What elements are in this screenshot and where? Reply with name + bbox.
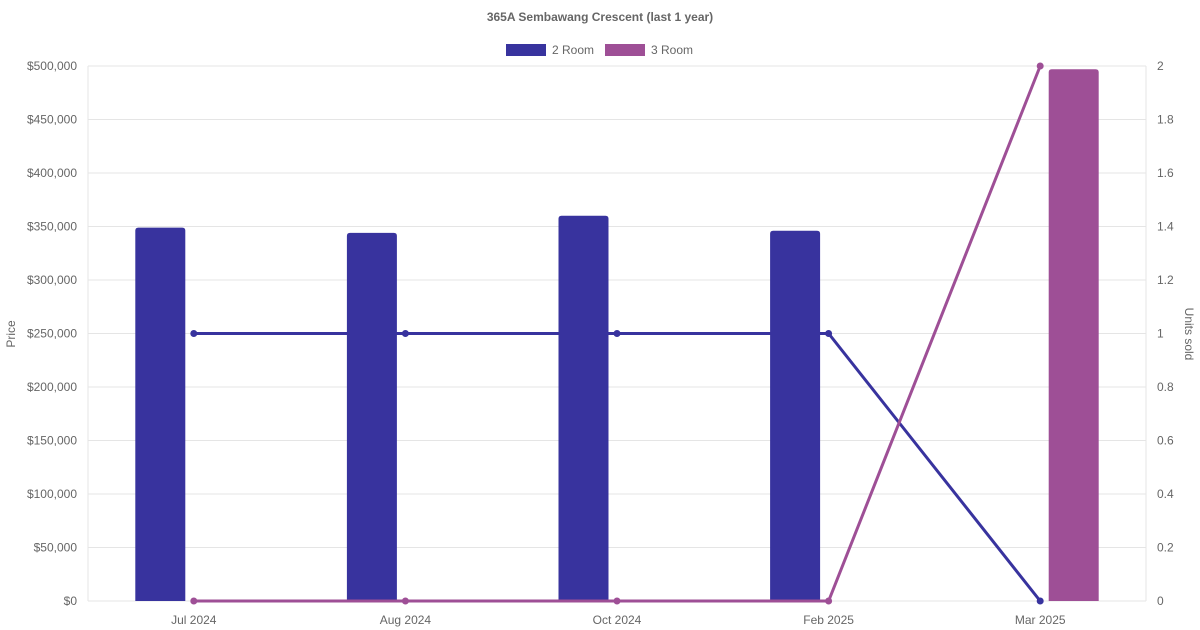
x-tick-label: Aug 2024 — [380, 613, 432, 627]
right-tick-label: 1.8 — [1157, 113, 1174, 127]
left-tick-label: $500,000 — [27, 59, 77, 73]
bar-2-room[interactable] — [135, 227, 186, 601]
point-3-room[interactable] — [613, 597, 621, 605]
legend-swatch-2-room — [506, 44, 546, 56]
left-tick-label: $350,000 — [27, 220, 77, 234]
point-3-room[interactable] — [1036, 62, 1044, 70]
x-axis-ticks: Jul 2024 Aug 2024 Oct 2024 Feb 2025 Mar 2025 — [171, 613, 1066, 627]
right-tick-label: 1.2 — [1157, 273, 1174, 287]
right-tick-label: 2 — [1157, 59, 1164, 73]
right-tick-label: 1 — [1157, 327, 1164, 341]
point-3-room[interactable] — [190, 597, 198, 605]
right-tick-label: 0.6 — [1157, 434, 1174, 448]
left-axis-label: Price — [4, 320, 18, 348]
point-2-room[interactable] — [1036, 597, 1044, 605]
left-tick-label: $200,000 — [27, 380, 77, 394]
legend-swatch-3-room — [605, 44, 645, 56]
x-tick-label: Feb 2025 — [803, 613, 854, 627]
point-3-room[interactable] — [825, 597, 833, 605]
left-tick-label: $100,000 — [27, 487, 77, 501]
left-tick-label: $250,000 — [27, 327, 77, 341]
left-tick-label: $450,000 — [27, 113, 77, 127]
right-tick-label: 0.8 — [1157, 380, 1174, 394]
bar-2-room[interactable] — [346, 232, 397, 602]
point-2-room[interactable] — [190, 330, 198, 337]
legend-label-3-room: 3 Room — [651, 43, 693, 57]
bar-2-room[interactable] — [770, 230, 821, 601]
left-tick-label: $150,000 — [27, 434, 77, 448]
legend-item-2-room[interactable]: 2 Room — [506, 43, 594, 57]
line-2-room — [193, 332, 1042, 602]
legend: 2 Room 3 Room — [506, 43, 693, 57]
right-tick-label: 0 — [1157, 594, 1164, 608]
right-tick-label: 0.4 — [1157, 487, 1174, 501]
bar-3-room[interactable] — [1048, 69, 1099, 601]
bar-series — [135, 69, 1099, 602]
left-tick-label: $300,000 — [27, 273, 77, 287]
point-2-room[interactable] — [401, 330, 409, 337]
right-tick-label: 1.6 — [1157, 166, 1174, 180]
left-tick-label: $0 — [64, 594, 78, 608]
legend-item-3-room[interactable]: 3 Room — [605, 43, 693, 57]
right-tick-label: 0.2 — [1157, 541, 1174, 555]
x-tick-label: Mar 2025 — [1015, 613, 1066, 627]
point-2-room[interactable] — [613, 330, 621, 337]
legend-label-2-room: 2 Room — [552, 43, 594, 57]
point-2-room[interactable] — [825, 330, 833, 337]
bar-2-room[interactable] — [558, 215, 609, 602]
right-axis-ticks: 0 0.2 0.4 0.6 0.8 1 1.2 1.4 1.6 1.8 2 — [1157, 59, 1174, 608]
right-axis-label: Units sold — [1182, 308, 1196, 361]
left-tick-label: $400,000 — [27, 166, 77, 180]
left-tick-label: $50,000 — [34, 541, 78, 555]
chart-title: 365A Sembawang Crescent (last 1 year) — [487, 10, 713, 24]
left-axis-ticks: $0 $50,000 $100,000 $150,000 $200,000 $250,00… — [27, 59, 77, 608]
x-tick-label: Oct 2024 — [593, 613, 642, 627]
right-tick-label: 1.4 — [1157, 220, 1174, 234]
x-tick-label: Jul 2024 — [171, 613, 217, 627]
line-series — [190, 62, 1044, 605]
point-3-room[interactable] — [401, 597, 409, 605]
